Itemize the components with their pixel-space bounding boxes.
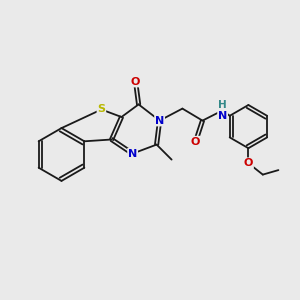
Text: O: O bbox=[131, 76, 140, 87]
Text: O: O bbox=[191, 136, 200, 147]
Text: N: N bbox=[155, 116, 164, 126]
Text: S: S bbox=[98, 104, 105, 115]
Text: O: O bbox=[244, 158, 253, 168]
Text: H: H bbox=[218, 100, 227, 110]
Text: N: N bbox=[218, 111, 227, 121]
Text: N: N bbox=[128, 148, 137, 159]
